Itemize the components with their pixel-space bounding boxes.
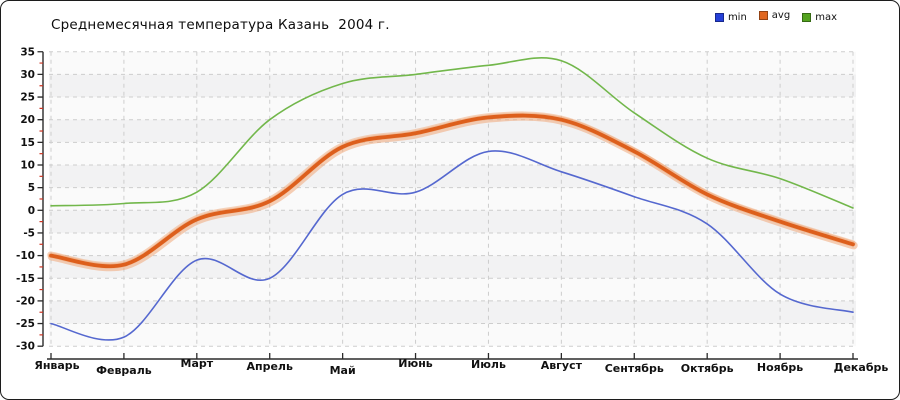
x-axis-label: Ноябрь [757,361,803,374]
plot-band [49,300,856,324]
y-axis-label: -5 [23,227,35,239]
y-axis-label: 30 [20,69,35,81]
plot-band [49,142,856,165]
legend-item-avg: avg [758,10,791,21]
y-axis-label: 15 [20,137,35,149]
x-axis-label: Февраль [96,364,152,377]
chart-legend: min avg max [714,10,837,23]
min-series-swatch-icon [714,13,724,22]
plot-band [49,165,856,188]
min-series-line [50,150,854,341]
y-axis-label: -30 [16,341,35,353]
y-axis-label: -20 [16,295,35,307]
plot-band [49,232,856,256]
x-axis-label: Июль [471,358,506,371]
x-axis-label: Январь [34,359,79,372]
chart-title: Среднемесячная температура Казань 2004 г… [51,17,390,33]
max-series-line [50,57,854,209]
plot-band [49,278,856,301]
y-axis-label: 10 [20,160,35,172]
avg-series-line [49,113,855,269]
y-axis-label: 20 [20,114,35,126]
y-axis-label: -15 [16,273,35,285]
x-axis-label: Октябрь [681,362,734,375]
legend-label-avg: avg [771,10,791,21]
max-series-swatch-icon [802,13,812,22]
plot-band [49,255,856,279]
legend-label-min: min [727,12,747,23]
x-axis-label: Декабрь [834,361,889,374]
plot-band [49,74,856,98]
avg-series-swatch-icon [758,11,768,20]
x-axis-label: Апрель [246,360,293,373]
x-axis-label: Август [541,359,583,372]
y-axis-label: -10 [16,250,35,262]
y-axis-label: 0 [28,205,35,217]
plot-band [49,210,856,233]
plot-band [49,51,856,75]
plot-band [49,323,856,347]
x-axis-label: Май [330,364,356,377]
x-axis-label: Сентябрь [605,362,664,375]
y-axis-label: 25 [20,92,35,104]
y-axis-label: -25 [16,318,35,330]
y-axis-label: 5 [28,182,35,194]
legend-item-max: max [802,12,837,23]
x-axis-label: Июнь [398,357,433,370]
y-axis-label: 35 [20,46,35,58]
x-axis-label: Март [181,357,214,370]
plot-band [49,97,856,120]
legend-item-min: min [714,12,747,23]
legend-label-max: max [815,12,837,23]
